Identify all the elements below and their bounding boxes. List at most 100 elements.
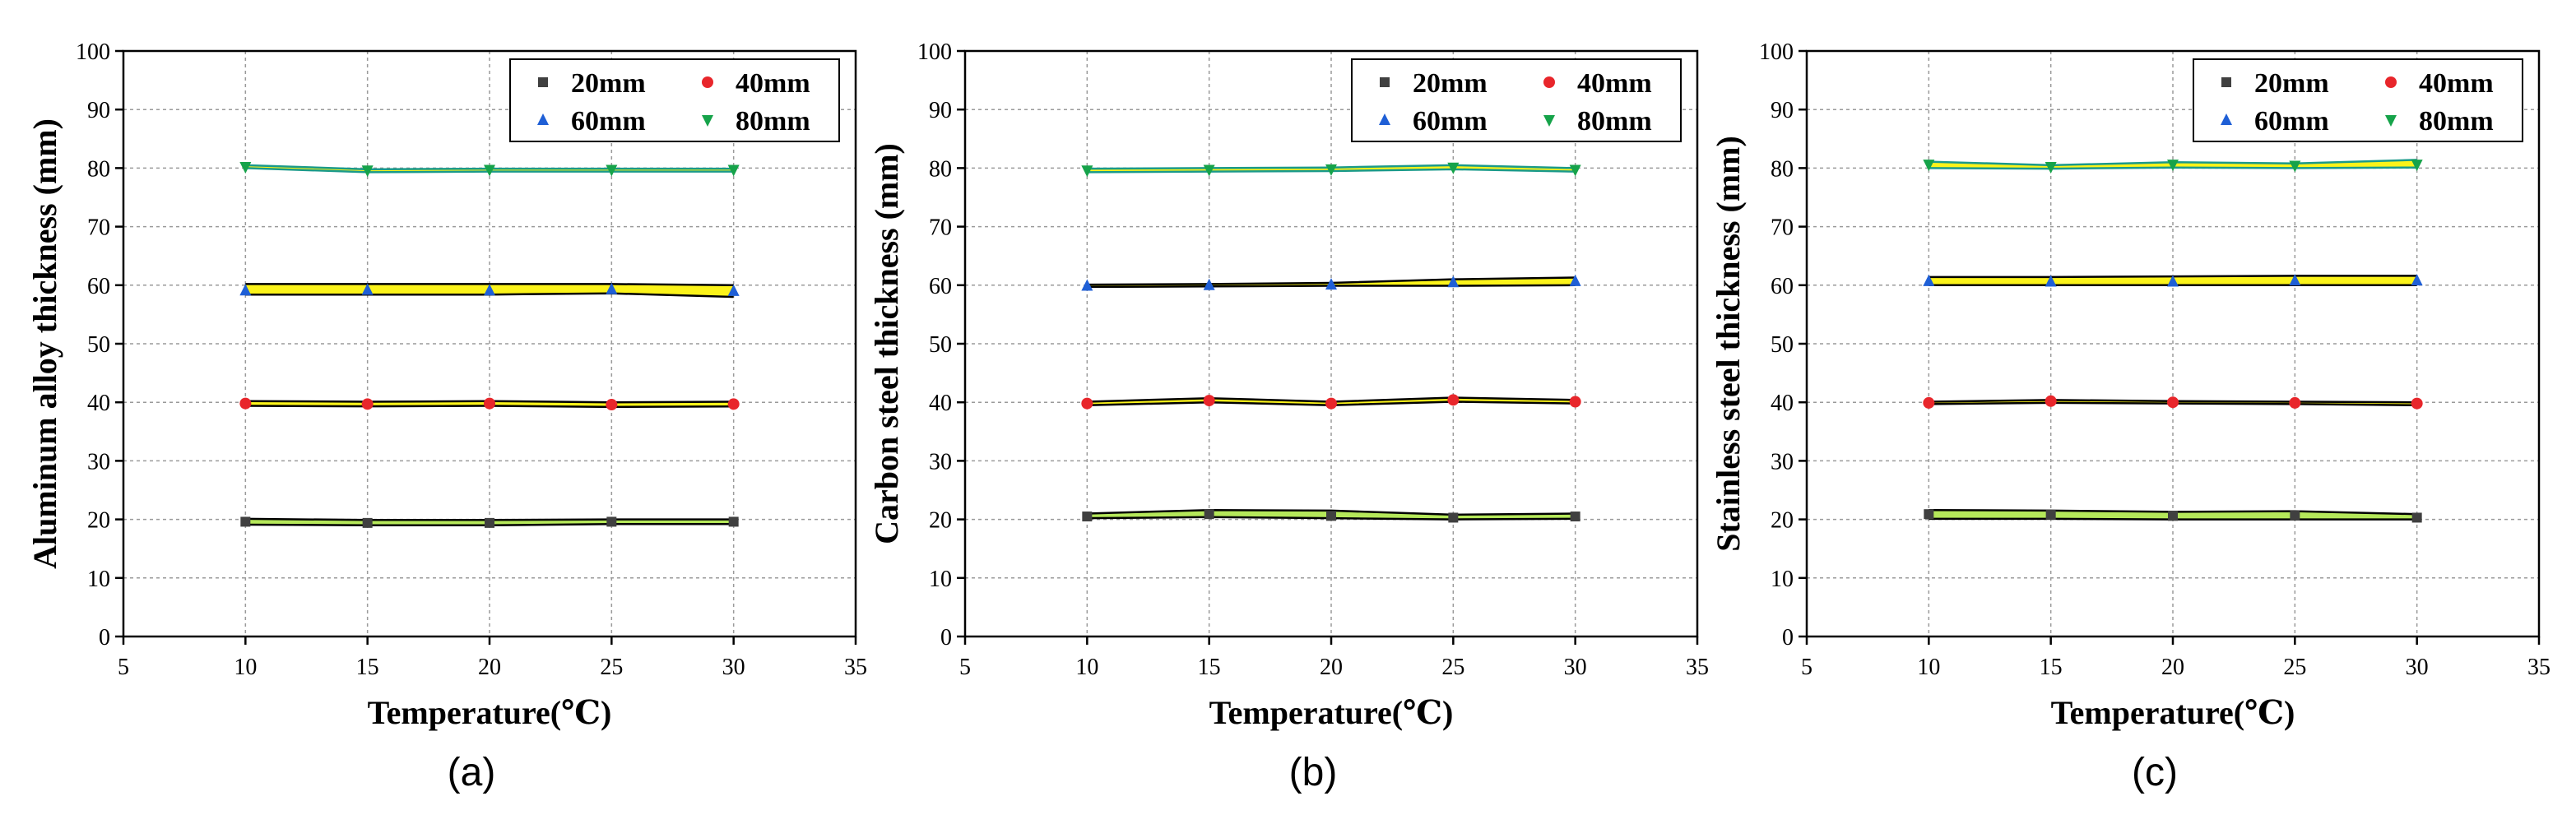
data-point-20mm	[1448, 512, 1459, 523]
legend-box	[1351, 58, 1682, 142]
x-tick-label: 15	[1198, 655, 1221, 680]
data-point-60mm	[1203, 278, 1215, 290]
x-tick-label: 30	[1564, 655, 1587, 680]
y-tick-label: 100	[76, 39, 110, 65]
x-axis-title: Temperature(℃)	[2051, 694, 2295, 731]
legend-marker-60mm	[537, 113, 549, 125]
data-point-80mm	[361, 165, 374, 178]
y-tick-label: 0	[1782, 625, 1794, 650]
data-point-40mm	[606, 399, 618, 411]
y-tick-label: 50	[1771, 332, 1794, 358]
data-point-40mm	[1081, 397, 1093, 410]
data-point-40mm	[1203, 395, 1215, 407]
data-point-20mm	[2411, 512, 2422, 523]
x-tick-label: 10	[1075, 655, 1098, 680]
y-tick-label: 100	[1759, 39, 1794, 65]
y-tick-label: 20	[87, 508, 110, 534]
data-point-20mm	[1570, 512, 1580, 522]
data-point-40mm	[1923, 396, 1935, 409]
y-axis-title: Aluminum alloy thickness (mm)	[26, 118, 63, 569]
y-tick-label: 20	[1771, 508, 1794, 534]
data-point-20mm	[2045, 509, 2056, 520]
data-point-20mm	[1204, 509, 1214, 520]
x-tick-label: 30	[2406, 655, 2429, 680]
data-point-60mm	[2289, 274, 2301, 286]
legend-label-60mm: 60mm	[571, 106, 646, 137]
x-axis-title: Temperature(℃)	[368, 694, 612, 731]
data-point-80mm	[727, 164, 740, 177]
data-point-80mm	[1923, 160, 1935, 172]
data-point-60mm	[2045, 275, 2057, 287]
x-tick-label: 5	[959, 655, 971, 680]
data-point-60mm	[1569, 274, 1581, 286]
x-tick-label: 30	[722, 655, 745, 680]
y-tick-label: 60	[1771, 274, 1794, 299]
x-tick-label: 20	[2161, 655, 2184, 680]
x-tick-label: 25	[600, 655, 623, 680]
data-point-80mm	[2289, 160, 2301, 173]
legend-box	[509, 58, 840, 142]
legend-marker-40mm	[702, 76, 713, 88]
legend-marker-20mm	[538, 77, 548, 87]
x-tick-label: 35	[844, 655, 867, 680]
legend-label-80mm: 80mm	[736, 106, 810, 137]
legend-marker-40mm	[1543, 76, 1555, 88]
x-tick-label: 25	[2283, 655, 2306, 680]
y-tick-label: 30	[1771, 449, 1794, 474]
data-point-60mm	[2167, 275, 2179, 287]
legend-label-40mm: 40mm	[736, 68, 810, 99]
chart-panel-1: 5 10 15 20 25 30 35 0 10 20 30 40 50 60 70 80 90 100 Tempe…	[26, 39, 867, 794]
y-tick-label: 20	[929, 508, 952, 534]
data-point-80mm	[606, 164, 618, 177]
legend-label-80mm: 80mm	[2419, 106, 2494, 137]
legend-label-20mm: 20mm	[2254, 68, 2329, 99]
legend-label-40mm: 40mm	[2419, 68, 2494, 99]
data-point-80mm	[239, 161, 252, 174]
y-tick-label: 40	[929, 391, 952, 416]
y-tick-label: 70	[1771, 215, 1794, 241]
data-point-60mm	[2411, 274, 2423, 286]
data-point-80mm	[1203, 164, 1215, 177]
y-tick-label: 100	[917, 39, 952, 65]
y-tick-label: 80	[929, 156, 952, 182]
band-upper-line-20mm	[1087, 508, 1576, 516]
y-tick-label: 30	[87, 449, 110, 474]
legend-label-20mm: 20mm	[1413, 68, 1488, 99]
legend-marker-80mm	[1543, 115, 1555, 127]
y-tick-label: 10	[1771, 567, 1794, 592]
data-point-40mm	[1569, 396, 1581, 408]
x-tick-label: 20	[478, 655, 501, 680]
data-point-80mm	[484, 164, 495, 177]
y-tick-label: 40	[87, 391, 110, 416]
data-point-20mm	[485, 517, 494, 528]
y-tick-label: 10	[87, 567, 110, 592]
y-tick-label: 60	[929, 274, 952, 299]
x-tick-label: 15	[356, 655, 379, 680]
data-point-80mm	[1569, 164, 1581, 177]
x-tick-label: 10	[234, 655, 257, 680]
legend-label-80mm: 80mm	[1577, 106, 1652, 137]
data-point-20mm	[728, 516, 739, 527]
y-tick-label: 90	[87, 98, 110, 123]
data-point-80mm	[1081, 165, 1093, 178]
data-point-60mm	[606, 282, 618, 294]
data-point-40mm	[361, 398, 374, 410]
y-tick-label: 80	[1771, 156, 1794, 182]
data-point-60mm	[361, 283, 374, 295]
legend-label-60mm: 60mm	[2254, 106, 2329, 137]
panel-label: (a)	[448, 751, 496, 794]
y-tick-label: 10	[929, 567, 952, 592]
data-point-80mm	[1447, 162, 1460, 174]
data-point-80mm	[2045, 161, 2057, 174]
chart-panel-3: 5 10 15 20 25 30 35 0 10 20 30 40 50 60 70 80 90 100 Tempe…	[1710, 39, 2550, 794]
legend-marker-20mm	[2221, 77, 2231, 87]
legend-box	[2193, 58, 2523, 142]
y-tick-label: 90	[1771, 98, 1794, 123]
data-point-80mm	[2167, 160, 2179, 172]
data-point-40mm	[484, 397, 495, 410]
legend-marker-80mm	[702, 115, 713, 127]
data-point-60mm	[1923, 274, 1935, 286]
data-point-60mm	[1325, 278, 1337, 290]
